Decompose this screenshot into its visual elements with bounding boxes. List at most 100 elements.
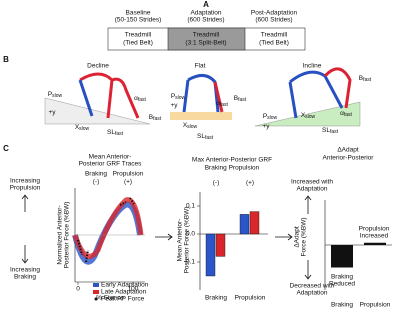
y-label: Mean Anterior- — [177, 219, 184, 262]
diagram-label-sub: slow — [79, 126, 89, 132]
x-tick-label: Propulsion — [360, 302, 391, 309]
diagram-label: SLfast — [107, 129, 124, 138]
phase-title: (600 Strides) — [255, 17, 292, 24]
flow-arrows — [155, 233, 293, 241]
annotation: Propulsion — [359, 226, 390, 233]
direction: Propulsion — [113, 171, 144, 178]
condition-title: Decline — [87, 63, 109, 70]
diagram-label-base: P — [263, 113, 267, 120]
diagram-label: αfast — [134, 95, 146, 104]
y-label: ΔAdapt — [294, 226, 301, 248]
phase-title: Adaptation — [190, 10, 221, 17]
decline-slow-leg — [78, 79, 94, 117]
bar — [239, 214, 250, 235]
panel-label: A — [203, 0, 209, 9]
incline-fast-leg — [323, 67, 352, 109]
trace-title: Posterior GRF Traces — [79, 161, 143, 168]
bar — [249, 211, 260, 235]
diagram-label: Pslow — [48, 91, 63, 100]
diagram-label-base: P — [171, 93, 175, 100]
diagram-label-base: B — [359, 75, 363, 82]
diagram-label-sub: fast — [344, 112, 353, 118]
diagram-label: +y — [170, 102, 178, 109]
side-label: Braking — [14, 274, 36, 281]
diagram-label-sub: fast — [205, 135, 214, 141]
y-tick-label: 0.0 — [186, 231, 195, 238]
chart-title: Anterior-Posterior — [323, 155, 375, 162]
x-tick-label: Braking — [205, 295, 227, 302]
diagram-label-sub: slow — [267, 115, 277, 121]
diagram-label: +y — [48, 109, 56, 116]
annotation: Braking — [331, 274, 353, 281]
diagram-label-sub: slow — [187, 124, 197, 130]
side-label: Propulsion — [10, 185, 41, 192]
diagram-label-base: SL — [197, 133, 205, 140]
y-label: Force (%BW) — [301, 218, 308, 257]
legend-marker — [94, 297, 98, 301]
phase-title: (600 Strides) — [187, 17, 224, 24]
diagram-label-base: B — [234, 95, 238, 102]
diagram-label-sub: fast — [363, 77, 372, 83]
treadmill-label: (3:1 Split-Belt) — [185, 40, 226, 47]
incline-legs — [288, 70, 344, 119]
treadmill-label: Treadmill — [193, 32, 220, 39]
direction: Braking — [85, 171, 107, 178]
x-label: % Stance — [96, 295, 124, 302]
legend-label: Late Adaptation — [101, 289, 147, 296]
diagram-label-base: α — [134, 95, 138, 102]
x-tick-label: Braking — [331, 302, 353, 309]
diagram-label: SLfast — [322, 127, 339, 136]
diagram-label-base: SL — [107, 129, 115, 136]
diagram-label-sub: slow — [175, 95, 185, 101]
delta-arrows — [304, 195, 312, 280]
bar — [364, 242, 386, 245]
y-label: Posterior Force (%BW) — [184, 207, 191, 274]
diagram-label-sub: fast — [153, 116, 162, 122]
y-tick-label: -0.1 — [184, 259, 196, 266]
direction-label: Decreased with — [290, 283, 335, 290]
treadmill-label: (Tied Belt) — [259, 40, 289, 47]
peak-points — [77, 197, 135, 263]
diagram-label-base: α — [216, 100, 220, 107]
diagram-label: Xslow — [75, 124, 90, 133]
diagram-label-sub: fast — [330, 129, 339, 135]
legend-swatch — [93, 283, 99, 287]
diagram-label: Bfast — [149, 114, 162, 123]
diagram-label-base: +y — [262, 123, 270, 130]
direction-label: Increased with — [291, 179, 333, 186]
y-label: Normalized Anterior- — [57, 205, 64, 264]
x-tick-label: 100 — [128, 286, 139, 293]
diagram-label: Xslow — [183, 122, 198, 131]
diagram-label-base: SL — [322, 127, 330, 134]
diagram-label-base: X — [183, 122, 188, 129]
treadmill-label: Treadmill — [125, 32, 152, 39]
diagram-label-base: X — [75, 124, 80, 131]
treadmill-label: (Tied Belt) — [123, 40, 153, 47]
diagram-label: αfast — [340, 110, 352, 119]
x-tick-label: 0 — [76, 286, 80, 293]
diagram-label-sub: fast — [138, 97, 147, 103]
side-label: Increasing — [10, 178, 40, 185]
chart-title: Braking Propulsion — [205, 165, 260, 172]
phase-title: (50-150 Strides) — [115, 17, 162, 24]
panel-label: C — [3, 144, 9, 153]
diagram-label: Pslow — [171, 93, 186, 102]
side-label: Increasing — [10, 267, 40, 274]
diagram-label-sub: fast — [238, 97, 247, 103]
diagram-label: Bfast — [234, 95, 247, 104]
diagram-label-base: +y — [170, 102, 178, 109]
diagram-label-base: +y — [48, 109, 56, 116]
sign: (+) — [124, 179, 132, 186]
phase-title: Baseline — [126, 10, 151, 17]
bar — [205, 233, 216, 277]
diagram-label-base: α — [340, 110, 344, 117]
annotation: Reduced — [329, 281, 355, 288]
chart-title: Max Anterior-Posterior GRF — [192, 157, 272, 164]
diagram-label: SLfast — [197, 133, 214, 142]
trace-title: Mean Anterior- — [89, 154, 132, 161]
direction-label: Adaptation — [296, 186, 327, 193]
diagram-label-sub: fast — [220, 102, 229, 108]
diagram-label: αfast — [216, 100, 228, 109]
y-label: Posterior Force (%BW) — [64, 202, 71, 269]
